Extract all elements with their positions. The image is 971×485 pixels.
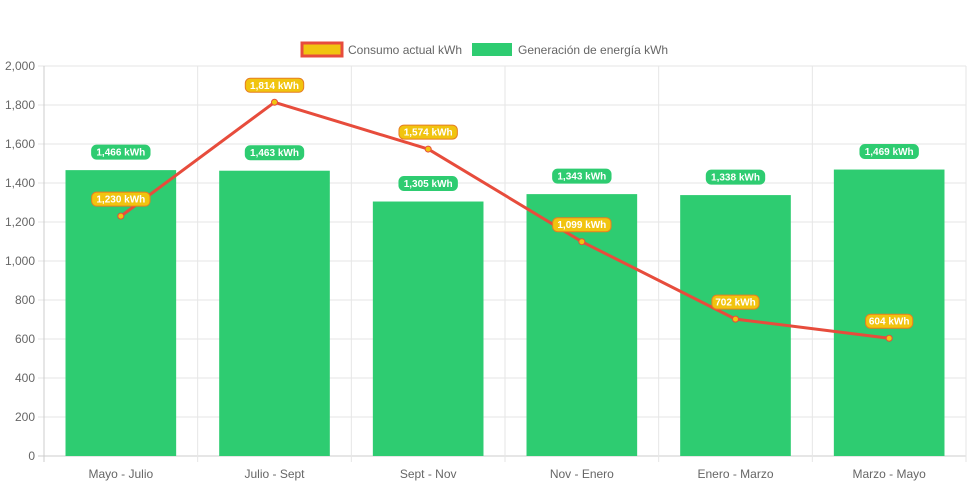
- bar-data-label-box: [244, 145, 305, 161]
- y-tick-label: 600: [15, 332, 35, 346]
- line-point[interactable]: [424, 145, 432, 153]
- bar-data-label-text: 1,338 kWh: [711, 173, 760, 184]
- y-tick-label: 0: [28, 449, 35, 463]
- bar-data-label-box: [705, 169, 766, 185]
- line-data-label: 1,814 kWh: [244, 77, 305, 93]
- legend-item-consumo[interactable]: Consumo actual kWh: [300, 41, 462, 58]
- consumo-line: [119, 100, 890, 340]
- x-tick-label: Julio - Sept: [244, 467, 305, 481]
- bar-data-label: 1,466 kWh: [91, 144, 151, 160]
- line-point[interactable]: [271, 98, 278, 106]
- line-data-label-text: 604 kWh: [869, 317, 910, 328]
- y-tick-label: 1,800: [5, 98, 35, 112]
- bar-data-label-text: 1,343 kWh: [557, 172, 606, 183]
- bar-data-label-text: 1,305 kWh: [404, 179, 453, 190]
- bar-data-label-text: 1,463 kWh: [250, 148, 299, 159]
- line-point[interactable]: [578, 238, 586, 246]
- line-data-label: 702 kWh: [711, 294, 760, 310]
- bar[interactable]: [219, 170, 330, 456]
- bar-data-label-text: 1,469 kWh: [865, 147, 914, 158]
- y-tick-label: 1,400: [5, 176, 35, 190]
- line-data-label-box: [865, 313, 914, 329]
- y-tick-label: 800: [15, 293, 35, 307]
- line-data-label-box: [552, 217, 612, 233]
- line-data-label-text: 1,574 kWh: [404, 128, 453, 139]
- x-tick-label: Enero - Marzo: [697, 467, 773, 481]
- legend-label-consumo: Consumo actual kWh: [348, 43, 462, 57]
- bar[interactable]: [372, 201, 484, 456]
- bar-data-label-text: 1,466 kWh: [96, 148, 145, 159]
- x-tick-label: Sept - Nov: [400, 467, 457, 481]
- line-data-label-text: 1,099 kWh: [557, 220, 606, 231]
- line-data-labels: 1,230 kWh 1,814 kWh 1,574 kWh 1,099 kWh 702 …: [91, 77, 914, 329]
- line-point[interactable]: [732, 315, 739, 323]
- bar-data-label: 1,338 kWh: [705, 169, 766, 185]
- legend-item-generacion[interactable]: Generación de energía kWh: [472, 43, 668, 57]
- line-data-label-text: 1,814 kWh: [250, 81, 299, 92]
- legend-label-generacion: Generación de energía kWh: [518, 43, 668, 57]
- legend-swatch-generacion: [472, 43, 512, 56]
- bar-data-label: 1,343 kWh: [552, 168, 612, 184]
- line-data-label: 1,099 kWh: [552, 217, 612, 233]
- x-axis: Mayo - Julio Julio - Sept Sept - Nov Nov - …: [88, 467, 926, 481]
- bar-series: [65, 169, 945, 457]
- bar-data-label: 1,305 kWh: [398, 176, 458, 192]
- line-data-label-box: [91, 191, 151, 207]
- line-point[interactable]: [885, 334, 893, 342]
- x-tick-label: Nov - Enero: [550, 467, 614, 481]
- y-tick-label: 1,200: [5, 215, 35, 229]
- line-data-label-box: [244, 77, 305, 93]
- y-tick-label: 200: [15, 410, 35, 424]
- line-data-label: 604 kWh: [865, 313, 914, 329]
- bar-data-label-box: [859, 144, 919, 160]
- legend-swatch-consumo: [300, 41, 344, 58]
- line-data-label-box: [398, 124, 458, 140]
- line-point[interactable]: [117, 212, 125, 220]
- x-tick-label: Marzo - Mayo: [852, 467, 926, 481]
- bar-data-label: 1,469 kWh: [859, 144, 919, 160]
- bar-data-label: 1,463 kWh: [244, 145, 305, 161]
- line-series: [117, 98, 893, 342]
- bar-data-label-box: [91, 144, 151, 160]
- y-tick-label: 400: [15, 371, 35, 385]
- bar-data-label-box: [398, 176, 458, 192]
- bar-data-labels: 1,466 kWh 1,463 kWh 1,305 kWh 1,343 kWh 1,33…: [91, 144, 919, 192]
- grid: [38, 65, 967, 462]
- bar-data-label-box: [552, 168, 612, 184]
- y-axis: 0 200 400 600 800 1,000 1,200 1,400 1,600 1,800 2,…: [5, 59, 35, 463]
- y-tick-label: 2,000: [5, 59, 35, 73]
- line-data-label-text: 1,230 kWh: [96, 195, 145, 206]
- y-tick-label: 1,000: [5, 254, 35, 268]
- bar[interactable]: [680, 195, 791, 456]
- line-data-label-text: 702 kWh: [715, 298, 756, 309]
- line-data-label: 1,574 kWh: [398, 124, 458, 140]
- bar[interactable]: [526, 194, 638, 457]
- bar[interactable]: [833, 169, 945, 457]
- line-data-label-box: [711, 294, 760, 310]
- x-tick-label: Mayo - Julio: [88, 467, 153, 481]
- line-data-label: 1,230 kWh: [91, 191, 151, 207]
- y-tick-label: 1,600: [5, 137, 35, 151]
- legend: Consumo actual kWh Generación de energía…: [300, 41, 668, 58]
